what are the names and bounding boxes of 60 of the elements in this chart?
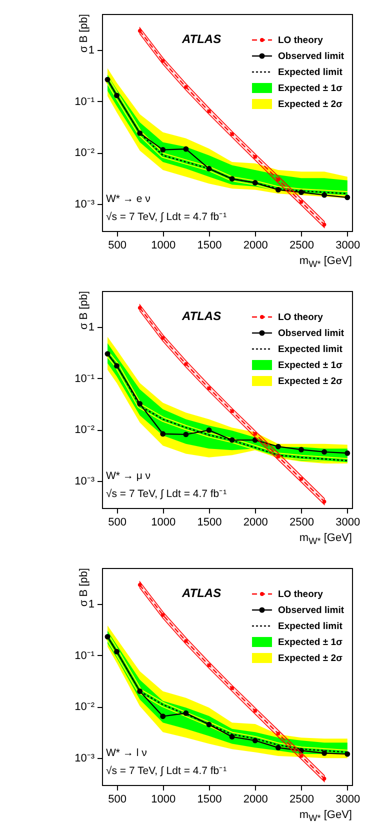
annotation: ATLAS	[182, 309, 222, 323]
legend-label: Expected limit	[278, 344, 342, 354]
legend-label: Expected limit	[278, 66, 342, 78]
x-axis-title: m$_{W*}$ [GeV]	[299, 809, 352, 824]
legend-label: Expected limit	[278, 620, 342, 632]
y-tick-label: 1	[88, 598, 94, 610]
annotation: W* → e ν	[106, 193, 150, 205]
x-tick-label: 2500	[290, 240, 314, 252]
legend-label: Expected ± 1σ	[278, 360, 343, 370]
legend-label: Expected ± 1σ	[278, 82, 343, 94]
x-tick-label: 2000	[243, 794, 268, 806]
x-tick-label: 1000	[151, 794, 176, 806]
y-tick-label: 10⁻¹	[74, 650, 95, 662]
annotation: W* → l ν	[106, 747, 147, 759]
x-tick-label: 3000	[336, 794, 360, 806]
x-tick-label: 1500	[197, 240, 222, 252]
x-tick-label: 2000	[243, 516, 268, 528]
y-tick-label: 10⁻³	[74, 476, 95, 488]
legend-label: Observed limit	[278, 604, 344, 616]
y-axis-title: σ B [pb]	[78, 568, 90, 607]
y-tick-label: 10⁻³	[74, 198, 95, 211]
x-tick-label: 3000	[336, 516, 360, 528]
legend-label: LO theory	[278, 34, 323, 46]
x-axis-title: m$_{W*}$ [GeV]	[299, 255, 352, 270]
annotation: √s = 7 TeV, ∫ Ldt = 4.7 fb⁻¹	[106, 210, 227, 223]
y-tick-label: 1	[88, 44, 94, 56]
legend-label: Expected ± 2σ	[278, 98, 343, 110]
legend-label: Observed limit	[278, 328, 344, 338]
annotation: ATLAS	[182, 586, 222, 600]
annotation: ATLAS	[182, 32, 222, 46]
y-tick-label: 10⁻¹	[74, 96, 95, 108]
legend-label: LO theory	[278, 588, 323, 600]
y-tick-label: 10⁻²	[74, 701, 95, 714]
x-tick-label: 2000	[243, 240, 268, 252]
x-axis-title: m$_{W*}$ [GeV]	[299, 532, 352, 546]
x-tick-label: 1000	[151, 240, 176, 252]
annotation: W* → μ ν	[106, 470, 151, 482]
x-tick-label: 500	[108, 794, 126, 806]
legend-label: LO theory	[278, 312, 323, 322]
y-tick-label: 1	[88, 321, 94, 334]
x-tick-label: 1500	[197, 516, 222, 528]
x-tick-label: 3000	[336, 240, 360, 252]
y-tick-label: 10⁻²	[74, 147, 95, 160]
y-tick-label: 10⁻³	[74, 752, 95, 765]
annotation: √s = 7 TeV, ∫ Ldt = 4.7 fb⁻¹	[106, 487, 227, 500]
y-axis-title: σ B [pb]	[78, 14, 90, 53]
x-tick-label: 500	[108, 516, 126, 528]
x-tick-label: 1000	[151, 516, 176, 528]
y-tick-label: 10⁻²	[74, 424, 95, 436]
legend-label: Observed limit	[278, 50, 344, 62]
x-tick-label: 500	[108, 240, 126, 252]
annotation: √s = 7 TeV, ∫ Ldt = 4.7 fb⁻¹	[106, 764, 227, 777]
y-axis-title: σ B [pb]	[78, 291, 90, 330]
legend-label: Expected ± 2σ	[278, 376, 343, 386]
x-tick-label: 2500	[290, 516, 314, 528]
legend-label: Expected ± 1σ	[278, 636, 343, 648]
x-tick-label: 1500	[197, 794, 222, 806]
y-tick-label: 10⁻¹	[74, 372, 95, 385]
legend-label: Expected ± 2σ	[278, 652, 343, 664]
x-tick-label: 2500	[290, 794, 314, 806]
